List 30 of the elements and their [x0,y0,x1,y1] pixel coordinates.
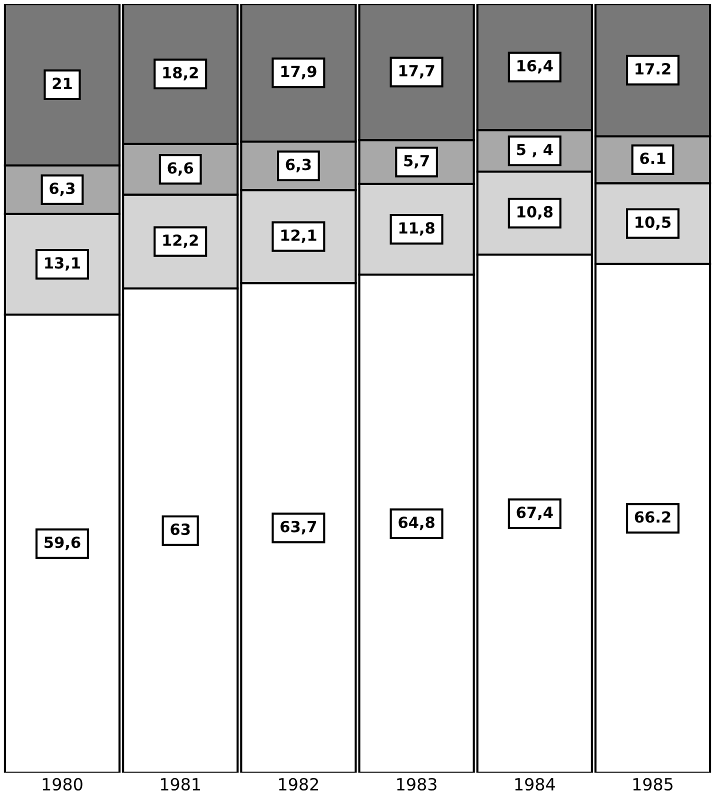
data-label: 12,1 [281,229,316,243]
data-label: 10,8 [518,206,553,220]
data-label: 6,6 [168,162,194,176]
data-label: 64,8 [398,516,434,530]
x-tick-label: 1984 [515,778,555,791]
x-tick-label: 1983 [397,778,436,791]
data-label: 6.1 [640,152,666,164]
data-label: 6,3 [286,158,311,172]
data-label: 66.2 [634,511,670,523]
x-tick-label: 1985 [633,778,673,791]
data-label: 11,8 [399,222,434,236]
data-label: 17,9 [281,66,316,80]
data-label: 18,2 [163,66,198,80]
x-tick-label: 1980 [42,778,82,791]
data-label: 21 [52,78,72,89]
data-label: 16,4 [518,60,553,74]
data-label: 17.2 [636,63,670,74]
data-label: 6,3 [50,182,75,196]
data-label: 13,1 [45,257,80,271]
data-label: 5 , 4 [516,144,553,158]
data-label: 63,7 [280,520,316,534]
data-label: 63 [170,524,190,536]
x-tick-label: 1981 [160,778,200,791]
data-label: 5,7 [404,155,429,168]
data-label: 10,5 [636,216,671,230]
data-label: 17,7 [399,65,434,78]
x-tick-label: 1982 [279,778,318,791]
data-label: 67,4 [516,506,553,520]
data-label: 12,2 [163,234,198,248]
data-label: 59,6 [44,536,80,550]
